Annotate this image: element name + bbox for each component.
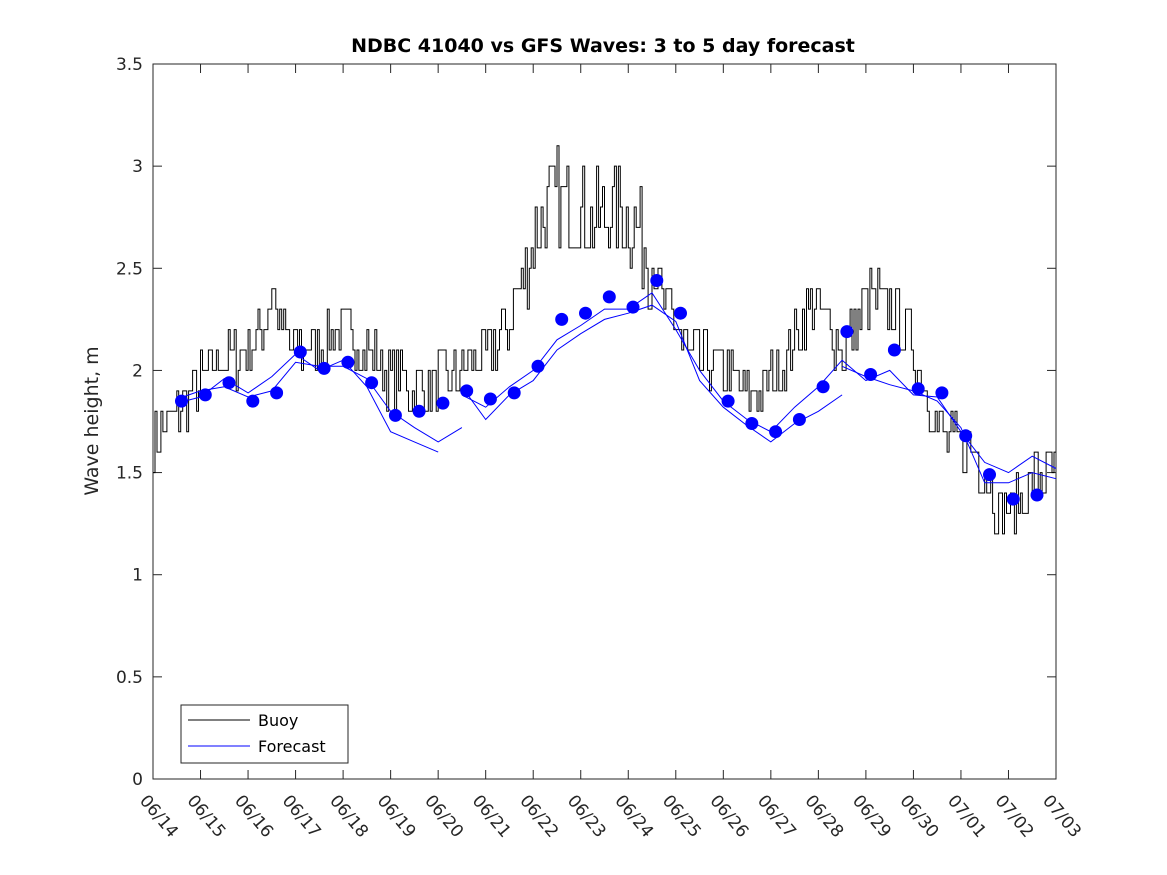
legend-buoy-label: Buoy <box>258 711 298 730</box>
forecast-point <box>816 380 830 394</box>
forecast-point <box>246 394 260 408</box>
forecast-point <box>745 417 759 430</box>
chart-title: NDBC 41040 vs GFS Waves: 3 to 5 day fore… <box>351 35 855 57</box>
forecast-point <box>341 355 355 369</box>
y-tick-label: 3 <box>132 157 143 177</box>
y-tick-label: 1 <box>132 566 143 586</box>
forecast-point <box>531 359 545 373</box>
forecast-point <box>270 386 284 400</box>
forecast-point <box>792 413 806 426</box>
forecast-point <box>460 384 474 398</box>
forecast-line-7 <box>841 365 1057 484</box>
forecast-point <box>626 300 640 314</box>
legend-box <box>180 704 349 764</box>
forecast-point <box>674 306 687 320</box>
y-tick-label: 2.5 <box>116 259 143 279</box>
forecast-point <box>365 376 379 390</box>
forecast-point <box>293 345 307 359</box>
forecast-point <box>317 361 331 375</box>
forecast-point <box>959 429 973 443</box>
forecast-point <box>388 408 402 422</box>
forecast-point <box>579 306 592 320</box>
forecast-point <box>769 425 783 439</box>
forecast-point <box>1030 488 1044 502</box>
forecast-point <box>650 274 664 287</box>
forecast-line-6 <box>699 359 1057 474</box>
legend-forecast-label: Forecast <box>258 737 326 756</box>
forecast-line-4 <box>461 292 701 408</box>
forecast-point <box>911 382 925 396</box>
forecast-point <box>935 386 949 400</box>
forecast-point <box>507 386 521 400</box>
forecast-point <box>840 325 854 339</box>
forecast-point <box>175 394 188 408</box>
y-tick-label: 1.5 <box>116 464 143 484</box>
forecast-point <box>412 404 426 418</box>
forecast-point <box>887 343 901 357</box>
forecast-point <box>436 396 450 410</box>
legend: Buoy Forecast <box>180 704 349 764</box>
forecast-point <box>721 394 735 408</box>
forecast-point <box>198 388 212 402</box>
forecast-line-3 <box>176 353 439 453</box>
y-tick-label: 0.5 <box>116 668 143 688</box>
y-tick-label: 2 <box>132 361 143 381</box>
forecast-point <box>555 312 569 326</box>
plot-frame <box>152 63 1057 780</box>
y-axis-label: Wave height, m <box>81 346 103 495</box>
forecast-point <box>864 368 878 381</box>
y-tick-label: 0 <box>132 770 143 790</box>
y-tick-label: 3.5 <box>116 55 143 75</box>
forecast-point <box>483 392 497 406</box>
forecast-point <box>602 290 616 304</box>
forecast-point <box>983 468 996 482</box>
forecast-point <box>1006 492 1020 506</box>
forecast-point <box>222 376 236 390</box>
